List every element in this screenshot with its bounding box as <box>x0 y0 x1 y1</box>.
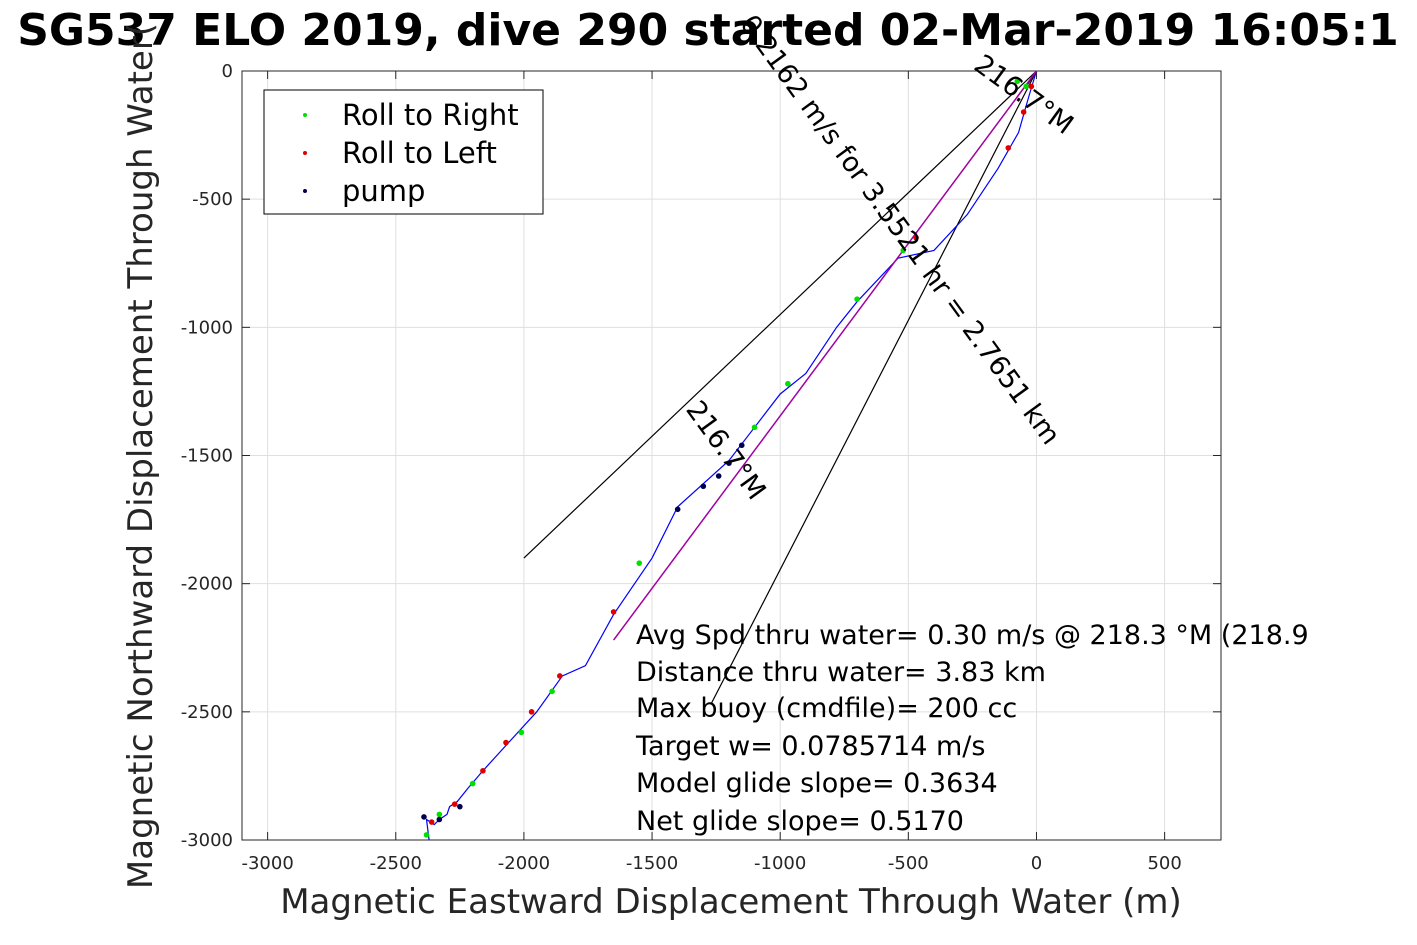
legend-marker-pump <box>303 189 307 193</box>
roll-right-point <box>518 729 525 736</box>
legend-label-roll-left: Roll to Left <box>342 136 497 170</box>
y-tick-label: -1500 <box>181 446 233 467</box>
roll-left-point <box>610 609 617 615</box>
roll-left-point <box>428 819 435 825</box>
roll-left-point <box>480 767 486 774</box>
y-tick-label: -500 <box>192 189 233 210</box>
roll-left-point <box>1020 109 1027 115</box>
rotated-heading-label: 216.7°M <box>968 49 1079 141</box>
x-tick-label: 500 <box>1147 853 1181 874</box>
roll-right-point <box>900 247 907 254</box>
roll-left-point <box>528 709 535 715</box>
dive-track-line <box>425 70 1038 841</box>
legend-label-pump: pump <box>342 174 425 208</box>
legend-label-roll-right: Roll to Right <box>342 98 519 132</box>
annotation-model-glide: Model glide slope= 0.3634 <box>636 768 998 799</box>
annotation-net-glide: Net glide slope= 0.5170 <box>636 806 964 837</box>
x-tick-label: -1000 <box>754 853 806 874</box>
x-tick-label: -2500 <box>370 853 422 874</box>
grid <box>242 70 1221 841</box>
roll-left-point <box>556 673 563 679</box>
x-tick-label: -2000 <box>498 853 550 874</box>
roll-right-point <box>854 296 860 302</box>
y-axis-label: Magnetic Northward Displacement Through … <box>121 23 161 889</box>
legend: Roll to Right Roll to Left pump <box>263 89 544 215</box>
chart-title: SG537 ELO 2019, dive 290 started 02-Mar-… <box>17 5 1399 56</box>
pump-point <box>715 473 722 479</box>
pump-point <box>436 816 443 823</box>
legend-box <box>263 89 544 215</box>
x-tick-label: -1500 <box>626 853 678 874</box>
y-tick-label: -2000 <box>181 574 233 595</box>
y-tick-label: 0 <box>222 61 233 82</box>
pump-point <box>700 483 707 490</box>
roll-right-point <box>1014 78 1021 85</box>
x-tick-label: -500 <box>888 853 929 874</box>
legend-marker-roll-left <box>303 151 307 155</box>
pump-point <box>726 460 732 466</box>
roll-right-point <box>636 560 643 566</box>
x-tick-label: -3000 <box>241 853 293 874</box>
roll-left-point <box>451 801 458 807</box>
pump-point <box>421 814 427 820</box>
annotation-max-buoy: Max buoy (cmdfile)= 200 cc <box>636 693 1017 724</box>
pump-point <box>674 506 681 513</box>
legend-marker-roll-right <box>303 113 307 117</box>
annotation-block: Avg Spd thru water= 0.30 m/s @ 218.3 °M … <box>635 620 1309 837</box>
pump-point <box>738 442 745 449</box>
roll-left-point <box>1028 83 1035 90</box>
roll-right-point <box>469 780 476 787</box>
roll-right-point <box>1023 83 1030 90</box>
roll-right-point <box>436 811 443 818</box>
x-tick-label: 0 <box>1031 853 1042 874</box>
roll-right-point <box>751 424 758 431</box>
y-tick-label: -1000 <box>181 317 233 338</box>
wedge-line <box>710 70 1038 705</box>
roll-right-point <box>423 832 430 838</box>
wedge-line <box>523 70 1037 559</box>
y-tick-label: -3000 <box>181 830 233 851</box>
roll-left-point <box>1005 145 1012 151</box>
axis-ticks: -3000 -2500 -2000 -1500 -1000 -500 0 500 0 -500 -1… <box>181 61 1221 874</box>
net-displacement-line <box>613 70 1038 641</box>
pump-point <box>457 803 463 810</box>
y-tick-label: -2500 <box>181 702 233 723</box>
x-axis-label: Magnetic Eastward Displacement Through W… <box>280 882 1182 922</box>
roll-right-point <box>785 380 791 387</box>
annotation-target-w: Target w= 0.0785714 m/s <box>635 731 985 762</box>
roll-left-point <box>913 234 919 241</box>
rotated-label-layer: 216.7°M0.2162 m/s for 3.5521 hr = 2.7651… <box>679 9 1078 505</box>
annotation-distance: Distance thru water= 3.83 km <box>636 657 1046 688</box>
roll-left-point <box>503 739 509 746</box>
series-layer <box>421 70 1038 841</box>
roll-right-point <box>549 688 555 695</box>
annotation-avg-speed: Avg Spd thru water= 0.30 m/s @ 218.3 °M … <box>636 620 1309 651</box>
